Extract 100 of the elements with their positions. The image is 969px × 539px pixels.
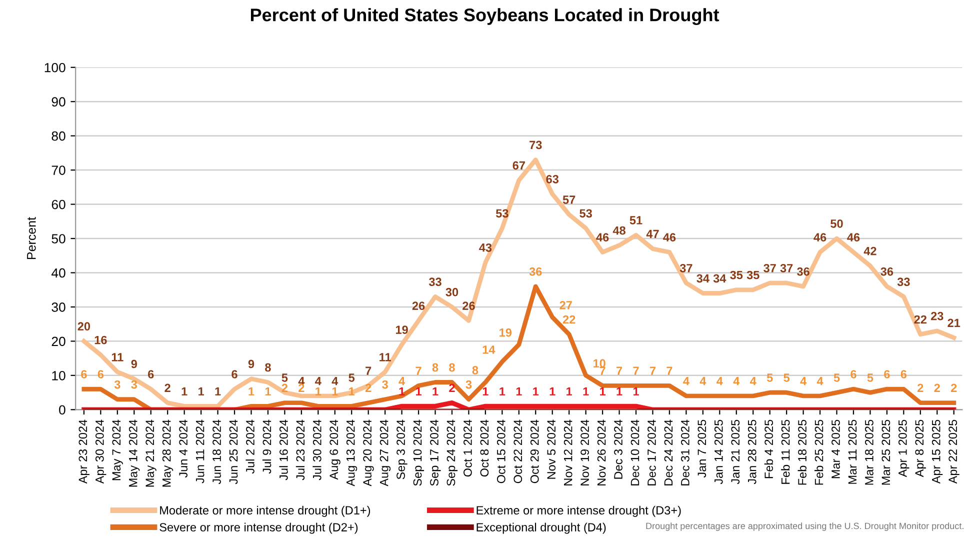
data-label: 21 — [948, 318, 960, 327]
x-tick-label: Apr 15 2025 — [932, 420, 943, 484]
data-label: 48 — [612, 226, 626, 235]
data-label: 1 — [533, 387, 539, 396]
data-label: 2 — [918, 384, 924, 392]
data-label: 46 — [663, 233, 676, 242]
x-tick-label: Oct 22 2024 — [514, 420, 522, 484]
x-tick-label: Jun 4 2024 — [179, 420, 188, 478]
data-label: 3 — [131, 380, 137, 389]
x-tick-label: Jan 7 2025 — [698, 420, 706, 478]
x-tick-label: Dec 10 2024 — [630, 420, 640, 486]
text: Drought percentages are approximated using the U.S. Drought Monitor product. — [646, 522, 964, 531]
y-tick-label: 50 — [52, 234, 66, 244]
data-label: 16 — [94, 336, 107, 344]
data-label: 1 — [265, 387, 271, 396]
data-label: 4 — [816, 377, 824, 386]
x-tick-label: Mar 4 2025 — [832, 420, 840, 478]
data-label: 2 — [934, 384, 940, 392]
data-label: 2 — [282, 384, 288, 392]
data-label: 22 — [562, 315, 576, 324]
data-label: 1 — [550, 387, 556, 396]
data-label: 37 — [780, 264, 793, 272]
data-label: 4 — [800, 377, 807, 386]
data-label: 35 — [730, 270, 743, 280]
data-label: 19 — [500, 328, 512, 337]
data-label: 6 — [148, 370, 154, 378]
data-label: 1 — [198, 387, 204, 396]
x-tick-label: May 7 2024 — [112, 420, 123, 480]
data-label: 34 — [696, 274, 710, 283]
data-label: 1 — [583, 387, 589, 396]
data-label: 4 — [750, 377, 756, 386]
data-label: 34 — [713, 274, 726, 283]
x-tick-label: Apr 30 2024 — [95, 420, 106, 484]
data-label: 1 — [516, 387, 522, 396]
x-tick-label: Jul 2 2024 — [246, 420, 254, 474]
data-label: 47 — [646, 230, 659, 238]
y-tick-label: 60 — [52, 200, 66, 210]
data-label: 1 — [500, 387, 506, 396]
x-tick-label: Sep 10 2024 — [413, 420, 424, 486]
data-label: 7 — [416, 366, 422, 375]
x-tick-label: Jul 23 2024 — [296, 420, 305, 480]
data-label: 5 — [348, 374, 355, 382]
data-label: 7 — [666, 366, 672, 375]
x-tick-label: Feb 25 2025 — [814, 420, 824, 485]
data-label: 3 — [466, 380, 472, 389]
x-tick-label: Jun 11 2024 — [196, 420, 204, 484]
data-label: 6 — [900, 370, 907, 378]
data-label: 1 — [482, 387, 488, 396]
data-label: 4 — [700, 377, 706, 386]
data-label: 6 — [232, 370, 238, 378]
data-label: 53 — [580, 209, 592, 218]
x-tick-label: Nov 5 2024 — [547, 420, 556, 479]
data-label: 5 — [282, 374, 288, 382]
data-label: 11 — [112, 353, 124, 362]
data-label: 2 — [164, 384, 170, 392]
data-label: 1 — [248, 387, 254, 396]
data-label: 50 — [830, 219, 843, 228]
data-label: 36 — [880, 267, 894, 276]
legend-label: Moderate or more intense drought (D1+) — [160, 506, 370, 517]
x-tick-label: Jul 30 2024 — [312, 420, 322, 480]
x-tick-label: Jan 14 2025 — [714, 420, 723, 484]
data-label: 10 — [594, 359, 606, 368]
x-tick-label: Aug 6 2024 — [330, 420, 340, 480]
data-label: 7 — [650, 366, 656, 375]
data-label: 63 — [546, 174, 558, 184]
data-label: 1 — [332, 387, 338, 396]
data-label: 2 — [449, 384, 455, 392]
data-label: 43 — [479, 243, 492, 252]
y-tick-label: 90 — [52, 97, 66, 107]
x-tick-label: Oct 15 2024 — [496, 420, 506, 484]
data-label: 22 — [914, 315, 926, 324]
data-label: 7 — [633, 366, 639, 375]
y-tick-label: 40 — [51, 268, 66, 278]
data-label: 3 — [382, 380, 388, 389]
x-tick-label: Mar 25 2025 — [882, 420, 890, 485]
x-tick-label: Nov 26 2024 — [597, 420, 606, 486]
data-label: 33 — [897, 278, 910, 286]
data-label: 7 — [366, 366, 372, 375]
x-tick-label: May 21 2024 — [146, 420, 156, 487]
data-label: 4 — [733, 377, 740, 386]
data-label: 6 — [98, 370, 104, 378]
data-label: 53 — [496, 209, 508, 218]
data-label: 33 — [428, 278, 442, 286]
data-label: 7 — [616, 366, 622, 375]
data-label: 4 — [398, 377, 406, 386]
x-tick-label: May 14 2024 — [128, 420, 140, 487]
data-label: 51 — [630, 216, 642, 224]
x-tick-label: Jan 21 2025 — [731, 420, 740, 484]
data-label: 3 — [114, 380, 120, 389]
x-tick-label: Sep 17 2024 — [430, 420, 441, 486]
data-label: 19 — [396, 326, 408, 334]
legend-label: Severe or more intense drought (D2+) — [160, 522, 358, 534]
x-tick-label: Jul 16 2024 — [279, 420, 288, 480]
y-tick-label: 0 — [59, 405, 66, 415]
data-label: 1 — [432, 387, 438, 396]
data-label: 6 — [884, 370, 890, 378]
y-tick-label: 10 — [52, 370, 66, 380]
x-tick-label: Mar 11 2025 — [848, 420, 857, 484]
data-label: 57 — [562, 196, 576, 204]
x-tick-label: Sep 24 2024 — [446, 420, 458, 486]
